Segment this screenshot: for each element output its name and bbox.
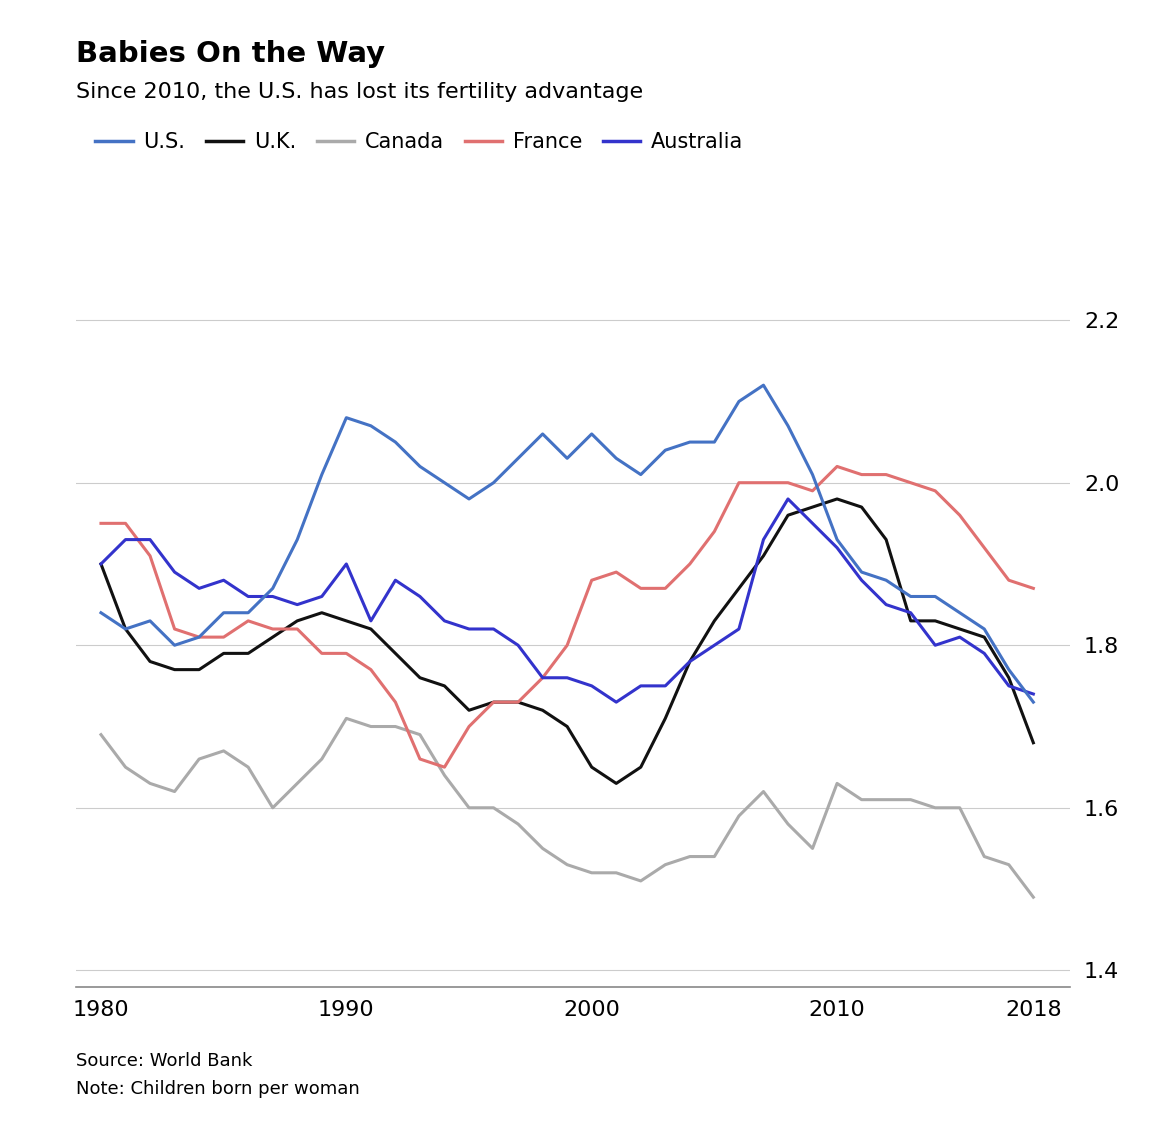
Text: Since 2010, the U.S. has lost its fertility advantage: Since 2010, the U.S. has lost its fertil…	[76, 82, 643, 102]
Legend: U.S., U.K., Canada, France, Australia: U.S., U.K., Canada, France, Australia	[87, 124, 751, 161]
Text: Source: World Bank: Source: World Bank	[76, 1052, 253, 1070]
Text: Babies On the Way: Babies On the Way	[76, 40, 386, 68]
Text: Note: Children born per woman: Note: Children born per woman	[76, 1080, 360, 1098]
